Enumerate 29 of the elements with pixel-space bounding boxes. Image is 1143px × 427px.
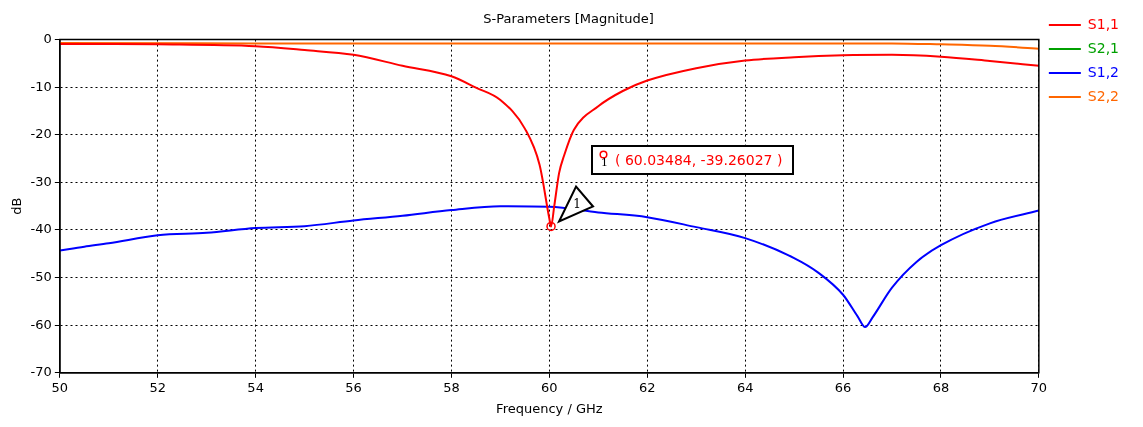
y-tick-label: -50 [30, 268, 52, 284]
annotation: ( 60.03484, -39.26027 ) [615, 152, 783, 168]
y-tick-label: -60 [30, 316, 52, 332]
annotation: 1 [573, 196, 581, 211]
x-tick-label: 64 [736, 379, 754, 395]
y-axis-title: dB [9, 197, 25, 215]
y-tick-label: -10 [30, 78, 52, 94]
y-tick-label: -20 [30, 126, 52, 142]
x-tick-label: 60 [541, 379, 558, 395]
chart-title: S-Parameters [Magnitude] [483, 11, 654, 27]
legend-label: S1,2 [1087, 63, 1119, 80]
x-axis-title: Frequency / GHz [496, 400, 603, 416]
x-tick-label: 66 [834, 379, 852, 395]
x-tick-label: 50 [51, 379, 69, 395]
x-tick-label: 54 [247, 379, 264, 395]
x-tick-label: 68 [932, 379, 950, 395]
x-tick-label: 58 [443, 379, 460, 395]
x-tick-label: 56 [345, 379, 362, 395]
y-tick-label: -40 [30, 221, 52, 237]
y-tick-label: -30 [30, 173, 52, 189]
y-tick-label: 0 [43, 30, 52, 46]
legend-label: S2,1 [1087, 39, 1119, 56]
annotation: 1 [601, 156, 608, 169]
x-tick-label: 62 [638, 379, 656, 395]
y-tick-label: -70 [30, 364, 52, 380]
x-tick-label: 52 [149, 379, 167, 395]
x-tick-label: 70 [1030, 379, 1048, 395]
legend-label: S1,1 [1087, 15, 1119, 32]
legend-label: S2,2 [1087, 87, 1119, 104]
